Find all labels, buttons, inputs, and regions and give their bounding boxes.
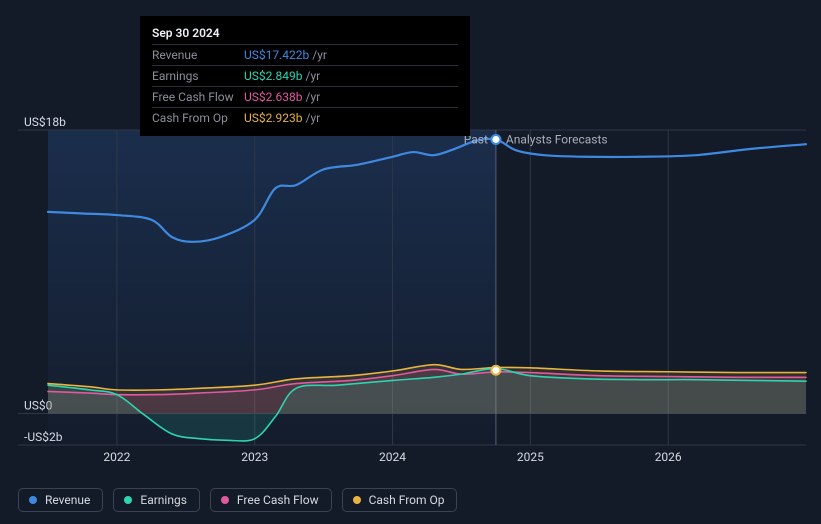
tooltip-row-unit: /yr xyxy=(306,88,321,106)
tooltip-row-value: US$2.638b xyxy=(244,88,303,106)
chart-container: US$18bUS$0-US$2b20222023202420252026Past… xyxy=(0,0,821,524)
tooltip-row: EarningsUS$2.849b/yr xyxy=(152,65,458,86)
tooltip-row: Free Cash FlowUS$2.638b/yr xyxy=(152,86,458,107)
tooltip-row-value: US$2.923b xyxy=(244,109,303,127)
legend-label: Revenue xyxy=(45,493,90,507)
svg-text:Analysts Forecasts: Analysts Forecasts xyxy=(506,132,608,146)
tooltip-row-value: US$17.422b xyxy=(244,46,309,64)
tooltip-row-unit: /yr xyxy=(312,46,327,64)
tooltip-row: Cash From OpUS$2.923b/yr xyxy=(152,107,458,128)
tooltip-row-unit: /yr xyxy=(306,67,321,85)
tooltip-row-label: Revenue xyxy=(152,46,244,64)
svg-text:2026: 2026 xyxy=(655,450,682,464)
legend-item-revenue[interactable]: Revenue xyxy=(18,488,103,512)
tooltip-row-label: Earnings xyxy=(152,67,244,85)
legend: Revenue Earnings Free Cash Flow Cash From O… xyxy=(18,488,457,512)
legend-item-earnings[interactable]: Earnings xyxy=(113,488,200,512)
legend-dot-icon xyxy=(124,496,132,504)
svg-text:2025: 2025 xyxy=(517,450,544,464)
legend-dot-icon xyxy=(29,496,37,504)
tooltip-row-unit: /yr xyxy=(306,109,321,127)
legend-dot-icon xyxy=(221,496,229,504)
tooltip-row-value: US$2.849b xyxy=(244,67,303,85)
legend-label: Cash From Op xyxy=(369,493,445,507)
legend-label: Free Cash Flow xyxy=(237,493,319,507)
svg-text:2024: 2024 xyxy=(379,450,406,464)
svg-text:2022: 2022 xyxy=(103,450,130,464)
tooltip-row-label: Free Cash Flow xyxy=(152,88,244,106)
tooltip-date: Sep 30 2024 xyxy=(152,24,458,42)
tooltip: Sep 30 2024 RevenueUS$17.422b/yrEarnings… xyxy=(140,16,470,136)
svg-text:US$18b: US$18b xyxy=(24,115,66,129)
tooltip-row: RevenueUS$17.422b/yr xyxy=(152,44,458,65)
legend-dot-icon xyxy=(353,496,361,504)
legend-item-cashop[interactable]: Cash From Op xyxy=(342,488,458,512)
legend-item-fcf[interactable]: Free Cash Flow xyxy=(210,488,332,512)
legend-label: Earnings xyxy=(140,493,187,507)
svg-text:2023: 2023 xyxy=(241,450,268,464)
tooltip-row-label: Cash From Op xyxy=(152,109,244,127)
svg-text:-US$2b: -US$2b xyxy=(24,430,63,444)
